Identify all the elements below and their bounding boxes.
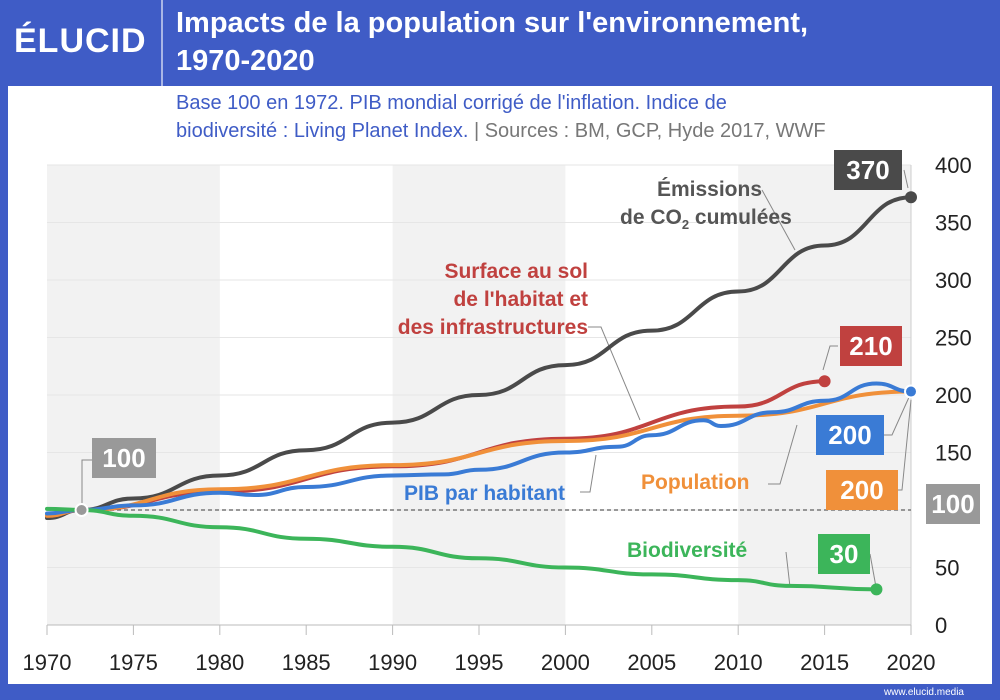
x-tick-label: 1970 [23, 650, 72, 675]
x-tick-label: 2000 [541, 650, 590, 675]
baseline-label: 100 [926, 484, 980, 524]
leader-line [822, 345, 838, 371]
leader-line [869, 553, 877, 588]
series-line-4 [45, 506, 879, 592]
end-label-pib: 200 [816, 415, 884, 455]
leader-line [588, 326, 641, 421]
leader-line [768, 424, 798, 485]
label-pib: PIB par habitant [404, 482, 566, 505]
title-line-1: Impacts de la population sur l'environne… [176, 7, 809, 39]
end-label-surface: 210 [840, 326, 902, 366]
chart-title: Impacts de la population sur l'environne… [176, 4, 808, 80]
footer-url: www.elucid.media [883, 687, 964, 698]
header: ÉLUCID Impacts de la population sur l'en… [0, 0, 1000, 86]
leader-line [898, 399, 912, 491]
label-surface: Surface au sol de l'habitat et des infrast… [397, 260, 588, 339]
base-point-label: 100 [92, 438, 156, 478]
end-label-biodiversite: 30 [818, 534, 870, 574]
title-line-2: 1970-2020 [176, 45, 315, 77]
subtitle-line-2: biodiversité : Living Planet Index. [176, 120, 469, 142]
series-end-point-0 [905, 191, 917, 204]
x-tick-label: 1980 [195, 650, 244, 675]
x-tick-label: 1995 [455, 650, 504, 675]
base-point [74, 503, 89, 517]
x-tick-label: 2005 [627, 650, 676, 675]
y-tick-label: 350 [935, 211, 972, 236]
x-tick-label: 1975 [109, 650, 158, 675]
series-line-2 [45, 381, 913, 516]
y-tick-label: 400 [935, 153, 972, 178]
label-population: Population [641, 471, 750, 494]
series-end-point-2 [904, 384, 918, 399]
y-tick-label: 300 [935, 268, 972, 293]
x-tick-label: 1990 [368, 650, 417, 675]
elucid-logo: ÉLUCID [14, 22, 147, 60]
series-line-0 [45, 195, 913, 521]
series-end-point-4 [870, 583, 883, 596]
leader-line [761, 189, 796, 251]
leader-line [785, 551, 791, 588]
y-tick-label: 50 [935, 556, 959, 581]
label-biodiversite: Biodiversité [627, 539, 748, 562]
y-tick-label: 0 [935, 613, 947, 638]
leader-line [580, 454, 597, 493]
x-tick-label: 2020 [887, 650, 936, 675]
x-tick-label: 1985 [282, 650, 331, 675]
subtitle-line-1: Base 100 en 1972. PIB mondial corrigé de… [176, 92, 727, 114]
chart-subtitle: Base 100 en 1972. PIB mondial corrigé de… [176, 89, 826, 145]
end-label-population: 200 [826, 470, 898, 510]
label-co2: Émissions de CO2 cumulées [620, 178, 792, 233]
leader-line [903, 169, 909, 189]
x-tick-label: 2015 [800, 650, 849, 675]
leader-line [884, 394, 911, 436]
series-end-point-1 [818, 375, 831, 388]
leader-line [81, 459, 92, 505]
y-tick-label: 150 [935, 441, 972, 466]
end-label-co2: 370 [834, 150, 902, 190]
sources: Sources : BM, GCP, Hyde 2017, WWF [484, 120, 826, 142]
x-tick-label: 2010 [714, 650, 763, 675]
separator: | [468, 120, 485, 142]
header-divider [161, 0, 163, 86]
y-tick-label: 250 [935, 326, 972, 351]
y-tick-label: 200 [935, 383, 972, 408]
